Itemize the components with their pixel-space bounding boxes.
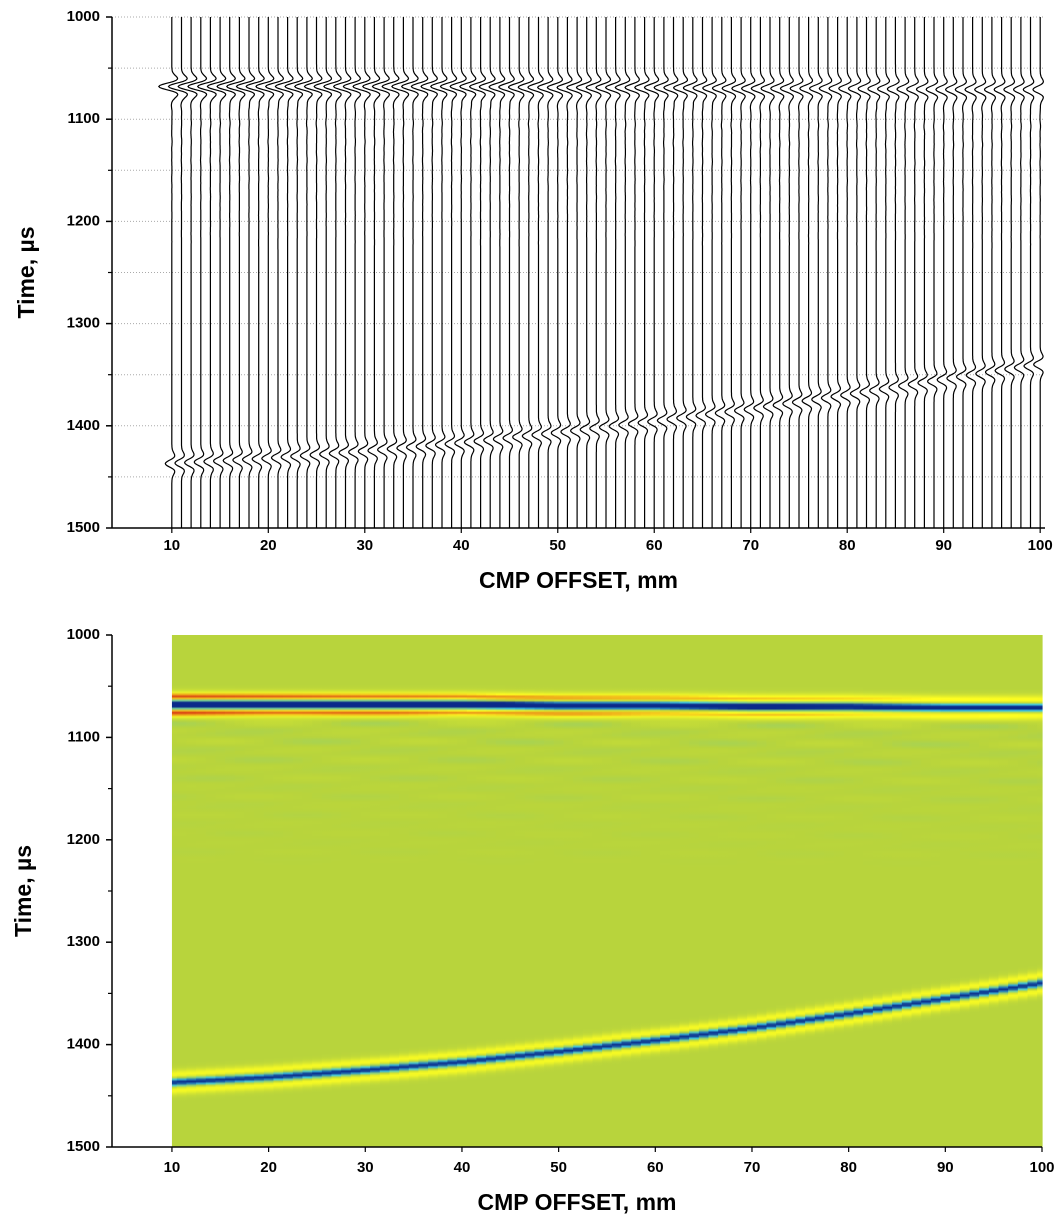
figure: 1000110012001300140015001020304050607080… — [0, 0, 1060, 1220]
